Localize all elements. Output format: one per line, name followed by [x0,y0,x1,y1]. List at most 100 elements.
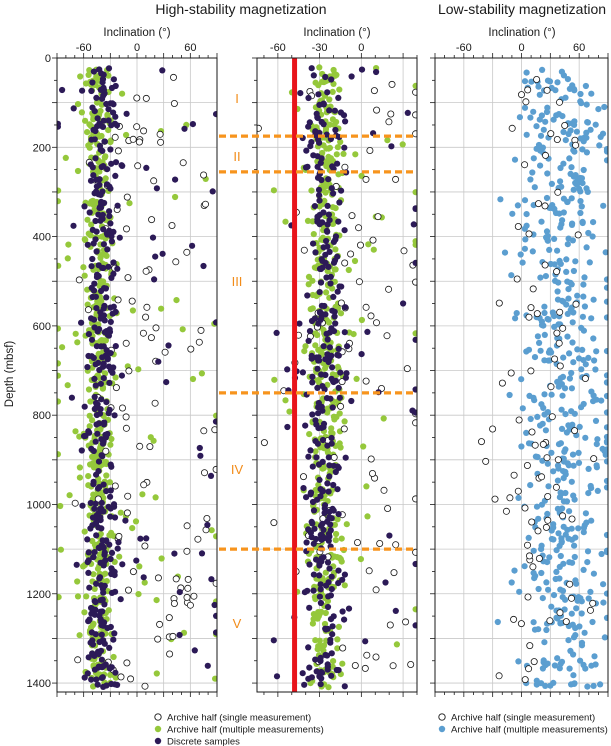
discrete-point [321,509,328,517]
archive_multiple-point [57,546,64,553]
archive_multiple-point [81,609,88,616]
low_stability_multiple-point [568,478,575,485]
discrete-point [314,365,321,372]
low_stability_multiple-point [521,78,529,85]
archive_single-point [528,428,536,436]
archive_single-point [552,483,560,491]
title-high-stability: High-stability magnetization [155,1,326,17]
archive_single-point [369,236,377,244]
archive_multiple-point [335,623,342,631]
discrete-point [334,351,341,359]
archive_single-point [390,569,398,577]
discrete-point [320,244,327,251]
low_stability_multiple-point [531,575,538,582]
low_stability_multiple-point [589,618,596,626]
archive_single-point [553,268,561,276]
archive_multiple-point [80,264,87,271]
discrete-point [326,462,333,469]
discrete-point [89,293,96,301]
discrete-point [320,101,327,108]
discrete-point [311,203,318,210]
low_stability_multiple-point [562,489,569,497]
archive_single-point [151,399,159,407]
x-tick-label: -60 [456,42,472,54]
legend-marker-archive-single-a [154,713,162,721]
archive_single-point [372,319,380,327]
low_stability_multiple-point [550,524,557,531]
low_stability_multiple-point [577,657,584,664]
low_stability_multiple-point [603,276,608,283]
low_stability_multiple-point [578,598,585,605]
archive_single-point [170,600,178,608]
archive_multiple-point [323,163,330,170]
low_stability_multiple-point [540,126,547,133]
low_stability_multiple-point [579,180,586,187]
discrete-point [328,76,335,83]
archive_multiple-point [77,73,84,80]
low_stability_multiple-point [523,222,530,229]
discrete-point [318,302,325,309]
discrete-point [204,662,211,669]
archive_single-point [111,482,119,490]
low_stability_multiple-point [588,517,595,524]
low_stability_multiple-point [562,411,569,418]
discrete-point [328,375,335,382]
low_stability_multiple-point [583,149,591,156]
archive_single-point [548,413,556,421]
low_stability_multiple-point [560,128,567,136]
archive_single-point [165,614,173,622]
archive_multiple-point [340,150,347,157]
discrete-point [93,248,100,255]
discrete-point [106,379,113,386]
discrete-point [92,520,99,527]
archive_single-point [339,644,347,652]
discrete-point [335,567,342,574]
archive_multiple-point [412,241,417,248]
discrete-point [95,650,102,658]
discrete-point [303,147,310,154]
low_stability_multiple-point [578,639,586,647]
archive_single-point [140,127,148,135]
archive_single-point [128,297,136,305]
low_stability_multiple-point [526,392,533,399]
low_stability_multiple-point [542,118,549,125]
low_stability_multiple-point [570,462,577,469]
archive_multiple-point [282,397,289,404]
discrete-point [106,665,113,672]
discrete-point [319,407,326,414]
low_stability_multiple-point [558,425,566,432]
discrete-point [133,557,140,564]
discrete-point [98,396,105,403]
discrete-point [88,676,95,683]
discrete-point [318,675,325,682]
archive_single-point [524,86,532,94]
discrete-point [327,521,334,528]
archive_multiple-point [89,197,96,204]
x-tick-label: -60 [76,42,92,54]
discrete-point [204,521,211,529]
low_stability_multiple-point [569,339,576,346]
low_stability_multiple-point [577,90,584,98]
archive_multiple-point [304,217,312,224]
archive_single-point [412,278,417,286]
discrete-point [78,447,85,454]
discrete-point [317,522,325,529]
archive_multiple-point [59,344,66,351]
discrete-point [324,480,331,487]
archive_single-point [574,231,582,239]
archive_single-point [338,378,346,386]
discrete-point [165,342,172,349]
discrete-point [103,682,110,689]
low_stability_multiple-point [603,298,608,305]
discrete-point [310,571,317,578]
legend-marker-discrete [154,737,162,745]
low_stability_multiple-point [539,66,546,73]
low_stability_multiple-point [541,303,548,310]
low_stability_multiple-point [551,662,559,669]
discrete-point [106,208,113,215]
low_stability_multiple-point [554,655,561,662]
discrete-point [325,537,332,544]
archive_single-point [553,135,561,143]
discrete-point [103,488,110,495]
archive_single-point [387,110,395,118]
